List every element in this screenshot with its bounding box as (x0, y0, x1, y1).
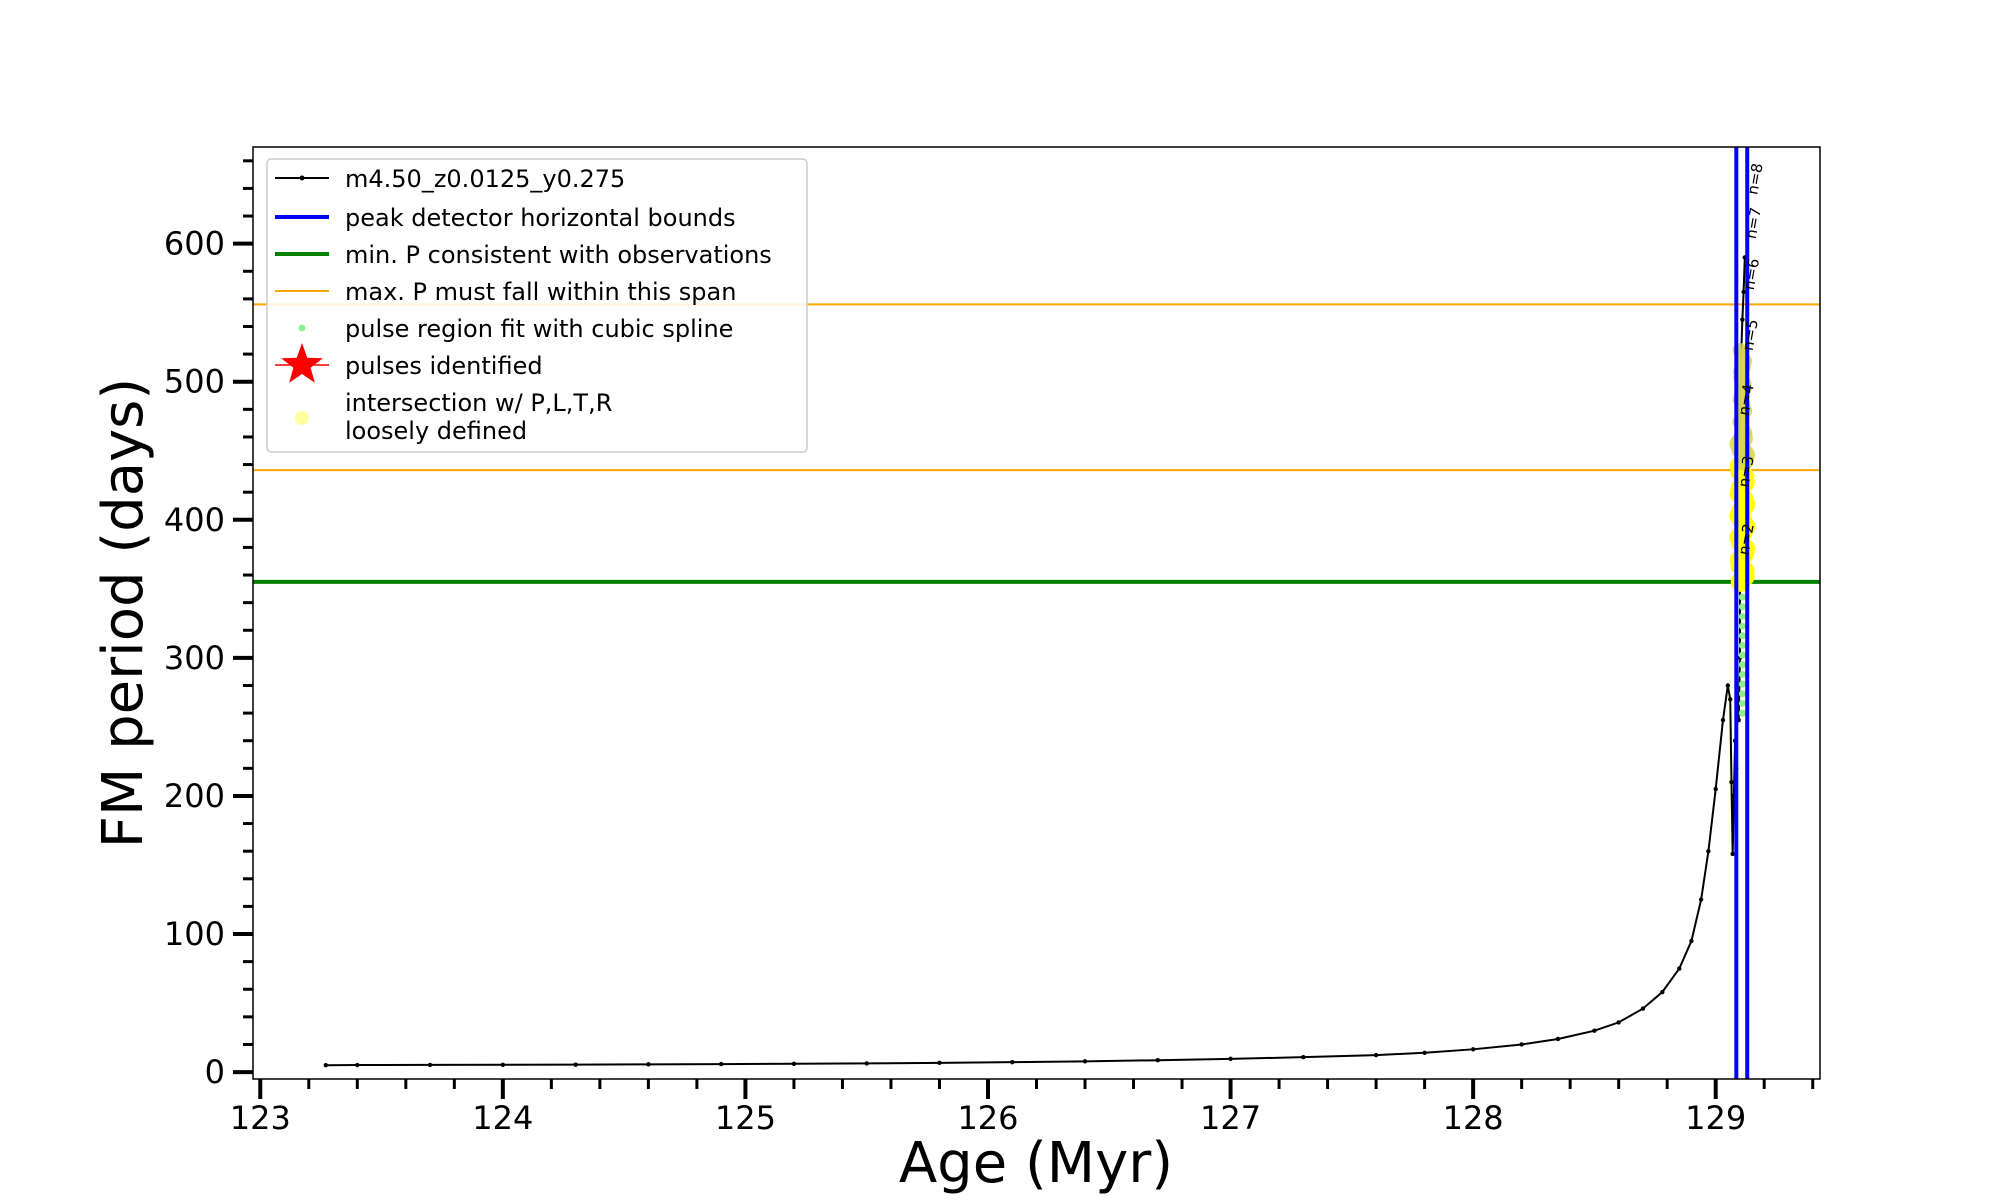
x-tick-label: 126 (957, 1099, 1018, 1137)
period-series-point (1729, 779, 1734, 785)
period-series-point (1698, 897, 1704, 902)
spline-fit-point (1738, 603, 1746, 611)
y-tick-label: 200 (164, 777, 225, 815)
plot-content (253, 147, 1820, 1079)
period-series-point (1082, 1059, 1088, 1064)
period-series-point (323, 1062, 328, 1068)
pulse-order-label: n=2 (1735, 522, 1758, 556)
period-series-point (1592, 1028, 1597, 1033)
period-series-point (1689, 938, 1694, 944)
period-series-point (1555, 1036, 1561, 1042)
legend-label: m4.50_z0.0125_y0.275 (345, 165, 625, 193)
legend-handle-marker (299, 175, 305, 181)
period-series-point (573, 1062, 578, 1067)
period-series-point (1301, 1054, 1306, 1060)
pulse-order-label: n=7 (1742, 206, 1765, 240)
x-tick-label: 123 (230, 1099, 291, 1137)
spline-fit-point (1738, 612, 1746, 620)
period-series-point (864, 1061, 869, 1066)
y-tick-label: 0 (205, 1053, 225, 1091)
legend-handle-dot (298, 324, 306, 332)
legend-label: min. P consistent with observations (345, 241, 772, 269)
period-series-point (1155, 1058, 1160, 1063)
spline-fit-point (1738, 661, 1746, 669)
y-axis-title: FM period (days) (91, 378, 156, 848)
x-tick-label: 124 (472, 1099, 533, 1137)
period-series-point (1470, 1047, 1476, 1052)
period-series-point (1713, 786, 1718, 792)
spline-fit-point (1738, 641, 1746, 649)
period-series-point (937, 1060, 942, 1066)
legend-label: pulse region fit with cubic spline (345, 315, 733, 343)
pulse-order-label: n=6 (1740, 257, 1763, 291)
period-series-point (718, 1061, 724, 1067)
period-series-point (1616, 1020, 1621, 1025)
spline-fit-point (1738, 622, 1746, 630)
period-series-point (1677, 966, 1682, 971)
x-tick-label: 129 (1685, 1099, 1746, 1137)
period-series-point (1519, 1042, 1524, 1047)
period-series-point (1725, 683, 1731, 688)
spline-fit-point (1738, 593, 1746, 601)
x-tick-label: 125 (715, 1099, 776, 1137)
legend-label: max. P must fall within this span (345, 278, 736, 306)
period-series-point (1706, 848, 1711, 854)
period-series-point (1730, 851, 1735, 857)
period-series-point (1720, 717, 1726, 723)
period-series-point (1640, 1006, 1646, 1011)
period-series-point (1422, 1050, 1427, 1055)
pulse-order-label: n=3 (1735, 454, 1758, 488)
plot-area: n=2 n=3 n=4 n=5 n=6 n=7 n=8 (253, 147, 1820, 1079)
legend-label: intersection w/ P,L,T,R (345, 389, 612, 417)
spline-fit-point (1738, 699, 1746, 707)
spline-fit-point (1738, 651, 1746, 659)
period-series-point (646, 1062, 651, 1067)
period-series-point (355, 1062, 360, 1068)
pulse-order-label: n=4 (1735, 383, 1758, 417)
spline-fit-point (1738, 670, 1746, 678)
period-series-point (1010, 1059, 1015, 1065)
legend-box (266, 158, 808, 453)
legend-label: loosely defined (345, 417, 527, 445)
pulse-order-label: n=8 (1744, 162, 1767, 196)
pulse-order-label: n=5 (1739, 318, 1762, 352)
x-tick-label: 127 (1200, 1099, 1261, 1137)
spline-fit-point (1738, 690, 1746, 698)
spline-fit-point (1738, 709, 1746, 717)
legend-handle-dot (295, 411, 309, 425)
y-tick-label: 400 (164, 501, 225, 539)
y-tick-label: 300 (164, 639, 225, 677)
y-tick-label: 100 (164, 915, 225, 953)
x-axis-title: Age (Myr) (899, 1131, 1173, 1196)
period-series-point (1741, 289, 1746, 295)
period-series-point (427, 1062, 433, 1068)
legend-handle-star (281, 343, 323, 383)
y-tick-label: 600 (164, 225, 225, 263)
axes: 123 124 125 126 127 128 129 0 100 200 300 400 500 600 (164, 159, 1815, 1137)
period-series-point (1728, 697, 1733, 702)
y-tick-label: 500 (164, 363, 225, 401)
legend-label: pulses identified (345, 352, 543, 380)
spline-fit-point (1738, 680, 1746, 688)
spline-fit-point (1738, 632, 1746, 640)
period-series-point (1660, 989, 1665, 995)
period-series-point (1373, 1052, 1379, 1058)
x-tick-label: 128 (1443, 1099, 1504, 1137)
legend-label: peak detector horizontal bounds (345, 204, 736, 232)
period-series-point (500, 1062, 506, 1067)
period-series-point (1740, 317, 1745, 322)
period-series-point (1228, 1056, 1233, 1062)
period-series-point (791, 1061, 797, 1067)
